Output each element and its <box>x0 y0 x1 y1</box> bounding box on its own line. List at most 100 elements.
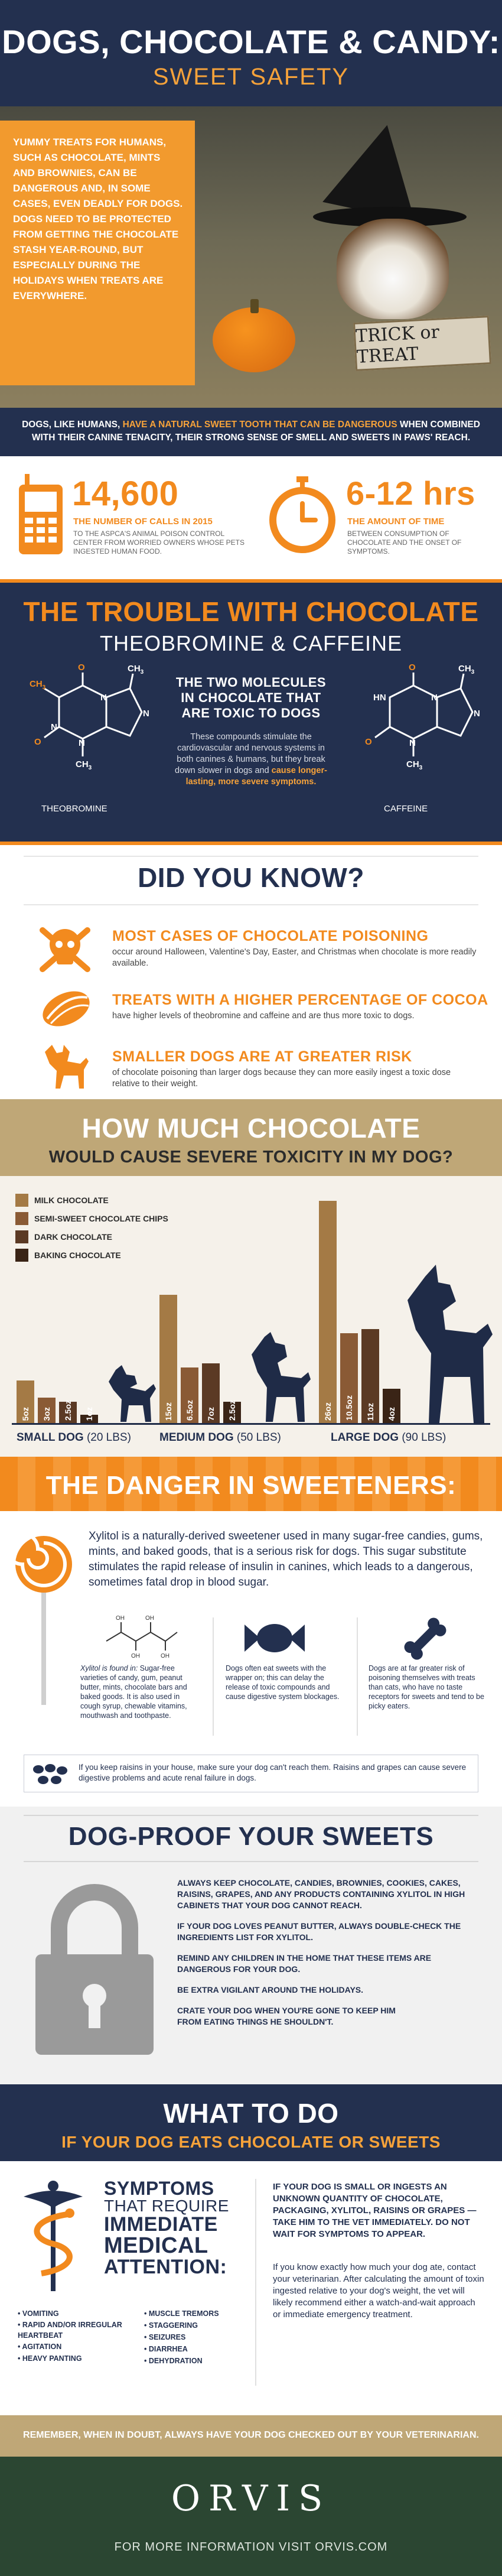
lollipop-icon <box>14 1532 72 1705</box>
chart-bar: 5oz <box>17 1380 34 1423</box>
what-to-do-title: WHAT TO DO <box>163 2098 339 2129</box>
xylitol-intro: Xylitol is a naturally-derived sweetener… <box>89 1530 483 1589</box>
legend-item: DARK CHOCOLATE <box>15 1230 168 1243</box>
x-category-weight: (50 LBS) <box>236 1431 281 1444</box>
stat-calls-body: TO THE ASPCA'S ANIMAL POISON CONTROL CEN… <box>73 530 245 556</box>
trouble-title: THE TROUBLE WITH CHOCOLATE <box>23 596 479 627</box>
dog-proof-item: IF YOUR DOG LOVES PEANUT BUTTER, ALWAYS … <box>177 1921 461 1942</box>
x-category-label: LARGE DOG (90 LBS) <box>331 1431 446 1444</box>
molecules-body-text: These compounds stimulate the cardiovasc… <box>175 732 325 775</box>
footer-link-text[interactable]: FOR MORE INFORMATION VISIT ORVIS.COM <box>114 2541 388 2554</box>
did-you-know-title: DID YOU KNOW? <box>138 862 364 893</box>
tagline-text: DOGS, LIKE HUMANS, HAVE A NATURAL SWEET … <box>18 418 484 444</box>
dog-proof-item: REMIND ANY CHILDREN IN THE HOME THAT THE… <box>177 1953 432 1974</box>
tagline-part-a: DOGS, LIKE HUMANS, <box>22 420 123 430</box>
fact-3-head: SMALLER DOGS ARE AT GREATER RISK <box>112 1048 412 1065</box>
x-category-label: MEDIUM DOG (50 LBS) <box>159 1431 281 1444</box>
symptom-item: • DIARRHEA <box>144 2345 188 2353</box>
large-dog-silhouette-icon <box>408 1265 493 1423</box>
header-banner: DOGS, CHOCOLATE & CANDY: SWEET SAFETY <box>0 0 502 106</box>
sweeteners-title: THE DANGER IN SWEETENERS: <box>45 1471 457 1500</box>
legend-swatch <box>15 1230 28 1243</box>
symptoms-list-1: • VOMITING • RAPID AND/OR IRREGULAR HEAR… <box>18 2308 136 2364</box>
chart-bar: 10.5oz <box>340 1333 358 1423</box>
atom-ch3: CH3 <box>76 759 92 771</box>
atom-oh: OH <box>145 1615 154 1622</box>
dog-proof-item: ALWAYS KEEP CHOCOLATE, CANDIES, BROWNIES… <box>177 1878 465 1910</box>
chocolate-chart: MILK CHOCOLATE SEMI-SWEET CHOCOLATE CHIPS… <box>0 1176 502 1457</box>
bar-value-label: 4oz <box>387 1406 396 1421</box>
orvis-logo: ORVIS <box>171 2478 331 2519</box>
atom-o: O <box>34 737 41 747</box>
molecules-heading: THE TWO MOLECULES IN CHOCOLATE THAT ARE … <box>175 675 327 720</box>
chart-bar: 1oz <box>80 1407 98 1423</box>
stat-time-number: 6-12 hrs <box>346 475 475 512</box>
raisins-box: If you keep raisins in your house, make … <box>24 1755 478 1792</box>
x-category-weight: (20 LBS) <box>86 1431 131 1444</box>
intro-text: YUMMY TREATS FOR HUMANS, SUCH AS CHOCOLA… <box>13 137 183 301</box>
fact-3-body: of chocolate poisoning than larger dogs … <box>112 1068 451 1089</box>
trick-or-treat-sign: TRICK or TREAT <box>353 316 491 371</box>
cocoa-pod-icon <box>43 991 90 1026</box>
small-dog-silhouette-icon <box>109 1365 156 1422</box>
raisins-text: If you keep raisins in your house, make … <box>79 1763 467 1782</box>
sign-text: TRICK or TREAT <box>355 321 440 368</box>
xylitol-found-in: Xylitol is found in: Sugar-free varietie… <box>80 1664 198 1720</box>
chart-bar: 26oz <box>319 1201 337 1423</box>
remember-band: REMEMBER, WHEN IN DOUBT, ALWAYS HAVE YOU… <box>0 2415 502 2457</box>
bar-value-label: 10.5oz <box>344 1395 354 1421</box>
chart-bar: 2.5oz <box>223 1400 241 1423</box>
footer: ORVIS FOR MORE INFORMATION VISIT ORVIS.C… <box>0 2457 502 2576</box>
fact-2-body: have higher levels of theobromine and ca… <box>112 1011 415 1021</box>
vet-advice-known: If you know exactly how much your dog at… <box>273 2262 484 2320</box>
atom-n: N <box>51 722 57 732</box>
intro-textbox: YUMMY TREATS FOR HUMANS, SUCH AS CHOCOLA… <box>0 121 195 385</box>
wrapped-candy-icon <box>245 1624 305 1652</box>
molecules-body-highlight: cause longer-lasting, more severe sympto… <box>185 766 327 787</box>
x-category-name: SMALL DOG <box>17 1431 87 1444</box>
chart-bar: 3oz <box>38 1398 56 1423</box>
atom-oh: OH <box>161 1653 169 1659</box>
symptoms-heading: SYMPTOMS THAT REQUIRE IMMEDIATE MEDICAL … <box>104 2179 229 2277</box>
atom-n: N <box>474 709 480 719</box>
dog-proof-section: DOG-PROOF YOUR SWEETS ALWAYS KEEP CHOCOL… <box>0 1807 502 2084</box>
symptoms-line-2: THAT REQUIRE <box>104 2197 229 2215</box>
did-you-know-section: DID YOU KNOW? MOST CASES OF CHOCOLATE PO… <box>0 845 502 1099</box>
xylitol-found-label: Xylitol is found in: <box>80 1664 138 1672</box>
small-dog-icon <box>45 1045 89 1089</box>
symptom-item: • DEHYDRATION <box>144 2357 203 2365</box>
symptoms-line-4: MEDICAL <box>104 2233 208 2258</box>
bar-value-label: 7oz <box>206 1406 216 1421</box>
chart-bar: 11oz <box>361 1329 379 1423</box>
padlock-icon <box>35 1884 154 2055</box>
legend-label: MILK CHOCOLATE <box>34 1196 109 1205</box>
vet-advice-urgent: IF YOUR DOG IS SMALL OR INGESTS AN UNKNO… <box>273 2182 477 2239</box>
sweeteners-section: Xylitol is a naturally-derived sweetener… <box>0 1511 502 1807</box>
stopwatch-icon <box>269 476 335 553</box>
legend-label: BAKING CHOCOLATE <box>34 1250 121 1260</box>
legend-swatch <box>15 1212 28 1225</box>
symptoms-line-1: SYMPTOMS <box>104 2178 214 2199</box>
what-to-do-header: WHAT TO DO IF YOUR DOG EATS CHOCOLATE OR… <box>0 2084 502 2161</box>
intro-section: YUMMY TREATS FOR HUMANS, SUCH AS CHOCOLA… <box>0 106 502 408</box>
bar-value-label: 5oz <box>21 1406 30 1421</box>
atom-n: N <box>100 693 107 703</box>
atom-oh: OH <box>116 1615 125 1622</box>
tagline-highlight: HAVE A NATURAL SWEET TOOTH THAT CAN BE D… <box>122 420 397 430</box>
pumpkin-stem <box>250 299 259 313</box>
molecules-body: These compounds stimulate the cardiovasc… <box>171 732 331 788</box>
bar-value-label: 1oz <box>84 1406 94 1421</box>
symptom-item: • RAPID AND/OR IRREGULAR HEARTBEAT <box>18 2321 122 2340</box>
x-category-label: SMALL DOG (20 LBS) <box>17 1431 131 1444</box>
witch-hat-image <box>322 115 433 222</box>
bar-value-label: 2.5oz <box>63 1399 73 1421</box>
legend-item: MILK CHOCOLATE <box>15 1194 168 1207</box>
symptoms-list-2: • MUSCLE TREMORS • STAGGERING • SEIZURES… <box>144 2308 245 2367</box>
xylitol-found-body: Sugar-free varieties of candy, gum, pean… <box>80 1664 187 1720</box>
dog-proof-item: CRATE YOUR DOG WHEN YOU'RE GONE TO KEEP … <box>177 2006 396 2026</box>
atom-ch3: CH3 <box>458 664 475 675</box>
trouble-section: THE TROUBLE WITH CHOCOLATE THEOBROMINE &… <box>0 579 502 845</box>
atom-oh: OH <box>131 1653 140 1659</box>
chart-bar: 4oz <box>383 1389 400 1423</box>
bar-value-label: 3oz <box>42 1406 51 1421</box>
